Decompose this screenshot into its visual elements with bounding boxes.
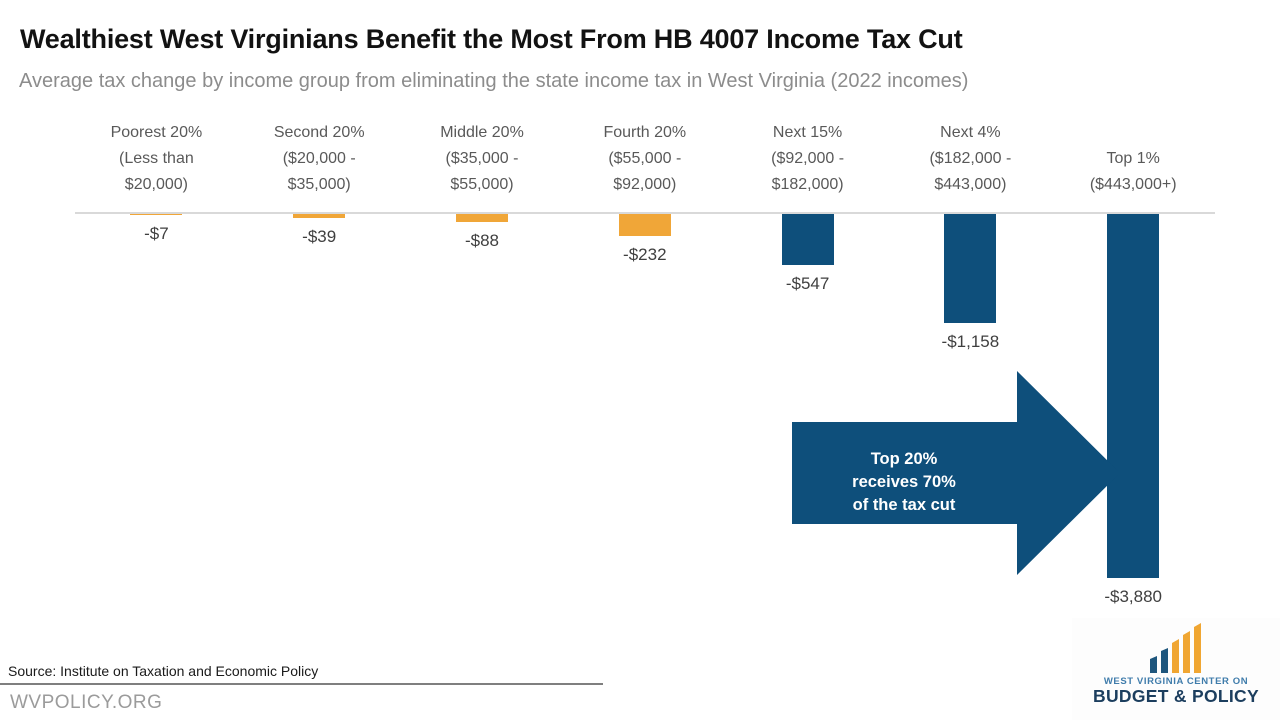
annotation-line-3: of the tax cut: [852, 496, 956, 514]
category-label: Fourth 20% ($55,000 - $92,000): [564, 120, 726, 198]
category-label-line: $20,000): [124, 176, 188, 193]
footer-divider: [0, 683, 603, 685]
category-label-line: $443,000): [934, 176, 1007, 193]
bar: [1107, 214, 1160, 578]
category-label-line: Top 1%: [1106, 150, 1160, 167]
category-label-line: ($20,000 -: [282, 150, 356, 167]
value-label: -$232: [623, 245, 667, 264]
category-label-line: Poorest 20%: [110, 124, 203, 141]
category-label-line: ($182,000 -: [929, 150, 1012, 167]
category-label-line: $55,000): [450, 176, 514, 193]
bar: [456, 214, 508, 222]
value-label: -$39: [302, 227, 337, 246]
category-label: Poorest 20% (Less than $20,000): [75, 120, 237, 198]
category-label: Second 20% ($20,000 - $35,000): [238, 120, 400, 198]
category-label-line: (Less than: [119, 150, 194, 167]
value-label: -$547: [785, 274, 830, 293]
bar: [130, 214, 183, 215]
site-url: WVPOLICY.ORG: [10, 692, 163, 713]
category-label-line: ($35,000 -: [445, 150, 519, 167]
value-label: -$7: [144, 224, 169, 243]
category-label-line: $35,000): [287, 176, 351, 193]
category-label-line: Next 15%: [772, 124, 843, 141]
category-label-line: $92,000): [613, 176, 677, 193]
logo-org-name: WEST VIRGINIA CENTER ON: [1103, 676, 1249, 687]
category-label-line: ($92,000 -: [771, 150, 845, 167]
category-label-line: $182,000): [771, 176, 844, 193]
logo-bars-icon: [1150, 623, 1201, 673]
logo-org-title: BUDGET & POLICY: [1093, 686, 1259, 706]
category-label: Next 15% ($92,000 - $182,000): [727, 120, 889, 198]
page-subtitle: Average tax change by income group from …: [19, 70, 969, 92]
category-label-line: Middle 20%: [440, 124, 524, 141]
zero-axis-line: [75, 212, 1215, 214]
category-label: Next 4% ($182,000 - $443,000): [889, 120, 1051, 198]
category-label-line: Fourth 20%: [603, 124, 687, 141]
annotation-text: Top 20% receives 70% of the tax cut: [792, 448, 1016, 517]
source-note: Source: Institute on Taxation and Econom…: [8, 663, 319, 679]
annotation-line-2: receives 70%: [852, 473, 956, 491]
bar: [618, 214, 671, 236]
category-label: Top 1% ($443,000+): [1052, 120, 1214, 198]
page-title: Wealthiest West Virginians Benefit the M…: [20, 24, 963, 54]
category-label-line: Second 20%: [273, 124, 365, 141]
category-label-line: Next 4%: [940, 124, 1001, 141]
annotation-line-1: Top 20%: [870, 450, 938, 468]
bar: [293, 214, 346, 218]
category-label-line: ($443,000+): [1089, 176, 1177, 193]
bar: [781, 214, 834, 265]
value-label: -$88: [464, 231, 500, 250]
org-logo: WEST VIRGINIA CENTER ON BUDGET & POLICY: [1072, 618, 1280, 720]
category-label-line: ($55,000 -: [608, 150, 682, 167]
value-label: -$3,880: [1104, 587, 1163, 606]
bar: [944, 214, 997, 323]
value-label: -$1,158: [941, 332, 1000, 351]
category-label: Middle 20% ($35,000 - $55,000): [401, 120, 563, 198]
